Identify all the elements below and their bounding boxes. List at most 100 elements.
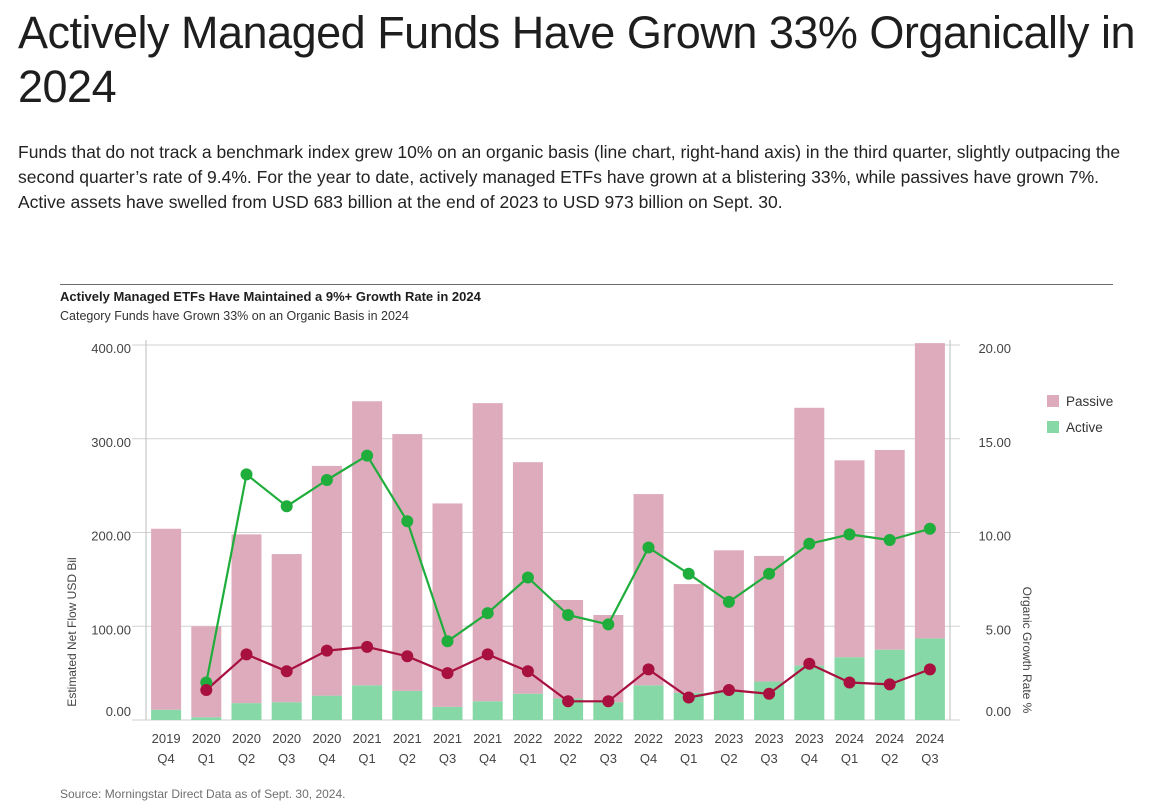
legend-label-active: Active — [1066, 419, 1103, 435]
x-tick-label-quarter: Q2 — [720, 751, 737, 766]
active-growth-point — [602, 618, 615, 631]
bar-passive — [352, 401, 383, 686]
legend-item-passive: Passive — [1047, 392, 1113, 410]
bar-active — [432, 706, 463, 720]
bar-passive — [633, 494, 664, 686]
passive-growth-point — [280, 665, 293, 678]
x-tick-label-quarter: Q4 — [157, 751, 174, 766]
x-tick-label-year: 2024 — [915, 731, 944, 746]
x-tick-label-year: 2023 — [755, 731, 784, 746]
legend-swatch-active — [1047, 421, 1059, 433]
passive-growth-point — [923, 663, 936, 676]
chart-title: Actively Managed ETFs Have Maintained a … — [60, 289, 481, 304]
passive-growth-point — [763, 687, 776, 700]
bar-active — [472, 701, 503, 720]
x-tick-label-year: 2022 — [554, 731, 583, 746]
bar-passive — [713, 550, 744, 691]
x-tick-label-quarter: Q1 — [198, 751, 215, 766]
active-growth-point — [923, 522, 936, 535]
passive-growth-point — [361, 640, 374, 653]
x-tick-label-quarter: Q3 — [278, 751, 295, 766]
x-tick-label-quarter: Q3 — [921, 751, 938, 766]
active-growth-point — [843, 528, 856, 541]
active-growth-point — [481, 607, 494, 620]
bar-passive — [834, 460, 865, 658]
passive-growth-point — [320, 644, 333, 657]
bar-active — [593, 702, 624, 720]
active-growth-point — [682, 567, 695, 580]
y2-tick-label: 10.00 — [978, 529, 1011, 544]
active-growth-point — [642, 541, 655, 554]
y2-tick-label: 20.00 — [978, 341, 1011, 356]
y-tick-label: 100.00 — [91, 622, 131, 637]
active-growth-point — [883, 534, 896, 546]
bars — [151, 343, 945, 720]
x-tick-label-quarter: Q2 — [399, 751, 416, 766]
passive-growth-point — [240, 648, 253, 661]
bar-active — [151, 709, 182, 720]
x-tick-label-quarter: Q3 — [600, 751, 617, 766]
x-tick-label-year: 2022 — [634, 731, 663, 746]
bar-passive — [271, 554, 302, 703]
bar-passive — [231, 534, 262, 704]
bar-active — [271, 702, 302, 720]
bar-active — [392, 690, 423, 720]
y-tick-label: 0.00 — [106, 704, 131, 719]
y-tick-label: 400.00 — [91, 341, 131, 356]
bar-active — [352, 685, 383, 720]
x-tick-label-year: 2024 — [875, 731, 904, 746]
bar-passive — [151, 528, 182, 710]
bar-passive — [392, 434, 423, 691]
active-growth-point — [280, 500, 293, 513]
bar-passive — [874, 450, 905, 650]
x-tick-label-quarter: Q4 — [479, 751, 496, 766]
headline: Actively Managed Funds Have Grown 33% Or… — [18, 7, 1136, 112]
x-tick-label-year: 2020 — [192, 731, 221, 746]
x-tick-label-quarter: Q1 — [519, 751, 536, 766]
active-growth-point — [521, 571, 534, 584]
legend-label-passive: Passive — [1066, 393, 1114, 409]
bar-active — [553, 698, 584, 720]
chart-subtitle: Category Funds have Grown 33% on an Orga… — [60, 309, 409, 323]
x-tick-label-year: 2023 — [714, 731, 743, 746]
y2-axis-title: Organic Growth Rate % — [1020, 586, 1034, 714]
y-tick-label: 300.00 — [91, 435, 131, 450]
x-tick-label-year: 2021 — [353, 731, 382, 746]
x-tick-label-year: 2023 — [674, 731, 703, 746]
bar-active — [512, 693, 543, 720]
x-tick-label-quarter: Q4 — [801, 751, 818, 766]
x-tick-label-year: 2020 — [232, 731, 261, 746]
x-tick-label-year: 2023 — [795, 731, 824, 746]
active-growth-point — [401, 515, 414, 528]
passive-growth-point — [401, 650, 414, 663]
x-tick-label-quarter: Q3 — [439, 751, 456, 766]
passive-growth-point — [521, 665, 534, 678]
passive-growth-point — [682, 691, 695, 704]
x-tick-label-year: 2021 — [393, 731, 422, 746]
y2-tick-label: 0.00 — [986, 704, 1011, 719]
source-note: Source: Morningstar Direct Data as of Se… — [60, 787, 346, 801]
legend: Passive Active — [1047, 392, 1113, 444]
active-growth-point — [320, 474, 333, 486]
x-tick-label-year: 2021 — [433, 731, 462, 746]
active-growth-point — [441, 635, 454, 648]
passive-growth-point — [722, 684, 735, 696]
x-tick-label-year: 2019 — [152, 731, 181, 746]
passive-growth-point — [602, 695, 615, 708]
x-tick-label-year: 2020 — [312, 731, 341, 746]
x-tick-label-quarter: Q2 — [559, 751, 576, 766]
x-tick-label-year: 2021 — [473, 731, 502, 746]
y-tick-label: 200.00 — [91, 529, 131, 544]
passive-growth-point — [843, 676, 856, 689]
active-growth-point — [803, 537, 816, 550]
x-tick-label-quarter: Q1 — [358, 751, 375, 766]
x-tick-label-quarter: Q4 — [318, 751, 335, 766]
passive-growth-point — [441, 667, 454, 680]
passive-growth-point — [883, 678, 896, 691]
y-axis-title: Estimated Net Flow USD Bil — [65, 557, 79, 707]
passive-growth-point — [200, 684, 213, 696]
x-tick-label-quarter: Q1 — [680, 751, 697, 766]
x-tick-label-quarter: Q2 — [238, 751, 255, 766]
x-tick-label-quarter: Q2 — [881, 751, 898, 766]
